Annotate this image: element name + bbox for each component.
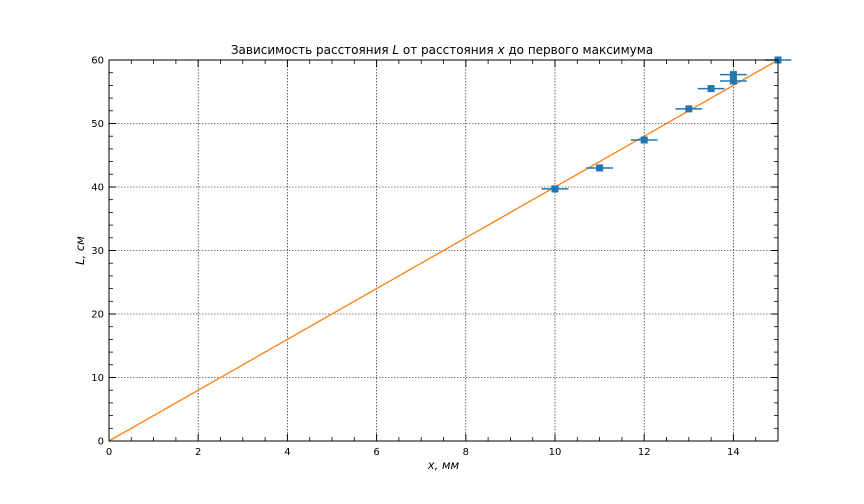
x-tick-label: 6 xyxy=(373,447,379,458)
title-part-post: до первого максимума xyxy=(505,43,654,57)
y-axis-label: L, см xyxy=(73,236,87,265)
x-axis-label: x, мм xyxy=(427,458,460,472)
data-point xyxy=(720,77,747,85)
plot-frame xyxy=(108,59,779,442)
point-marker xyxy=(596,164,604,172)
data-point xyxy=(697,85,725,93)
title-var-x: x xyxy=(496,43,505,57)
data-point xyxy=(586,164,613,172)
data-point xyxy=(720,71,747,79)
y-tick-label: 50 xyxy=(91,119,104,130)
data-point xyxy=(675,105,703,113)
fit-line xyxy=(108,59,779,442)
axis-ticks xyxy=(108,59,779,442)
fit-line-layer xyxy=(108,59,779,442)
y-tick-label: 10 xyxy=(91,373,104,384)
point-marker xyxy=(707,85,715,93)
data-point xyxy=(630,136,658,144)
y-tick-label: 60 xyxy=(91,56,104,67)
x-tick-label: 14 xyxy=(727,447,740,458)
x-tick-label: 12 xyxy=(638,447,651,458)
point-marker xyxy=(551,185,559,193)
x-tick-label: 8 xyxy=(463,447,469,458)
y-tick-label: 0 xyxy=(98,437,104,448)
title-part-pre: Зависимость расстояния xyxy=(231,43,393,57)
point-marker xyxy=(685,105,693,113)
x-tick-label: 10 xyxy=(549,447,562,458)
title-var-l: L xyxy=(392,43,399,57)
y-tick-label: 20 xyxy=(91,310,104,321)
point-marker xyxy=(729,71,737,79)
x-tick-label: 2 xyxy=(195,447,201,458)
title-part-mid: от расстояния xyxy=(399,43,497,57)
point-marker xyxy=(640,136,648,144)
y-tick-label: 30 xyxy=(91,246,104,257)
tick-labels: 0 2 4 6 8 10 12 14 0 10 20 30 40 50 60 xyxy=(91,56,740,459)
data-points-layer xyxy=(541,56,792,193)
y-tick-label: 40 xyxy=(91,183,104,194)
point-marker xyxy=(729,77,737,85)
data-point xyxy=(541,185,569,193)
x-tick-label: 4 xyxy=(284,447,290,458)
x-tick-label: 0 xyxy=(106,447,112,458)
chart-title: Зависимость расстояния L от расстояния x… xyxy=(231,43,653,57)
